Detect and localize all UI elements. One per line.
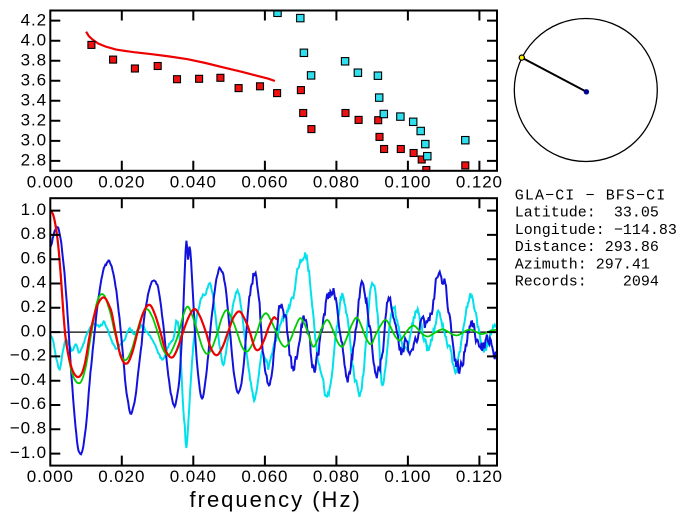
svg-text:3.4: 3.4 xyxy=(21,91,47,110)
svg-text:3.8: 3.8 xyxy=(21,51,47,70)
svg-text:0.120: 0.120 xyxy=(456,172,503,191)
svg-text:0.000: 0.000 xyxy=(27,467,74,486)
svg-text:0.0: 0.0 xyxy=(21,321,47,340)
svg-text:Longitude: −114.83: Longitude: −114.83 xyxy=(515,222,677,239)
svg-text:4.2: 4.2 xyxy=(21,10,47,29)
svg-text:1.0: 1.0 xyxy=(21,200,47,219)
svg-text:Azimuth: 297.41: Azimuth: 297.41 xyxy=(515,256,650,273)
svg-text:−0.4: −0.4 xyxy=(10,370,47,389)
svg-text:0.6: 0.6 xyxy=(21,248,47,267)
svg-text:0.100: 0.100 xyxy=(384,467,431,486)
svg-text:−1.0: −1.0 xyxy=(10,443,47,462)
svg-text:0.080: 0.080 xyxy=(313,172,360,191)
svg-text:0.040: 0.040 xyxy=(170,467,217,486)
svg-text:0.120: 0.120 xyxy=(456,467,503,486)
svg-text:0.060: 0.060 xyxy=(241,172,288,191)
svg-text:GLA−CI − BFS−CI: GLA−CI − BFS−CI xyxy=(515,188,667,205)
svg-text:0.060: 0.060 xyxy=(241,467,288,486)
svg-text:0.040: 0.040 xyxy=(170,172,217,191)
svg-text:0.000: 0.000 xyxy=(27,172,74,191)
svg-text:Distance: 293.86: Distance: 293.86 xyxy=(515,239,659,256)
svg-text:0.2: 0.2 xyxy=(21,297,47,316)
svg-text:−0.6: −0.6 xyxy=(10,394,47,413)
svg-text:0.080: 0.080 xyxy=(313,467,360,486)
svg-text:3.0: 3.0 xyxy=(21,131,47,150)
svg-text:2.8: 2.8 xyxy=(21,151,47,170)
svg-text:0.100: 0.100 xyxy=(384,172,431,191)
svg-text:frequency (Hz): frequency (Hz) xyxy=(190,487,362,512)
svg-text:Latitude: 33.05: Latitude: 33.05 xyxy=(515,205,659,222)
svg-text:3.6: 3.6 xyxy=(21,71,47,90)
svg-text:0.4: 0.4 xyxy=(21,273,47,292)
svg-text:0.8: 0.8 xyxy=(21,224,47,243)
svg-text:Records: 2094: Records: 2094 xyxy=(515,274,659,291)
svg-text:−0.2: −0.2 xyxy=(10,346,47,365)
svg-text:4.0: 4.0 xyxy=(21,31,47,50)
svg-text:−0.8: −0.8 xyxy=(10,419,47,438)
svg-text:3.2: 3.2 xyxy=(21,111,47,130)
svg-text:0.020: 0.020 xyxy=(98,172,145,191)
svg-text:0.020: 0.020 xyxy=(98,467,145,486)
